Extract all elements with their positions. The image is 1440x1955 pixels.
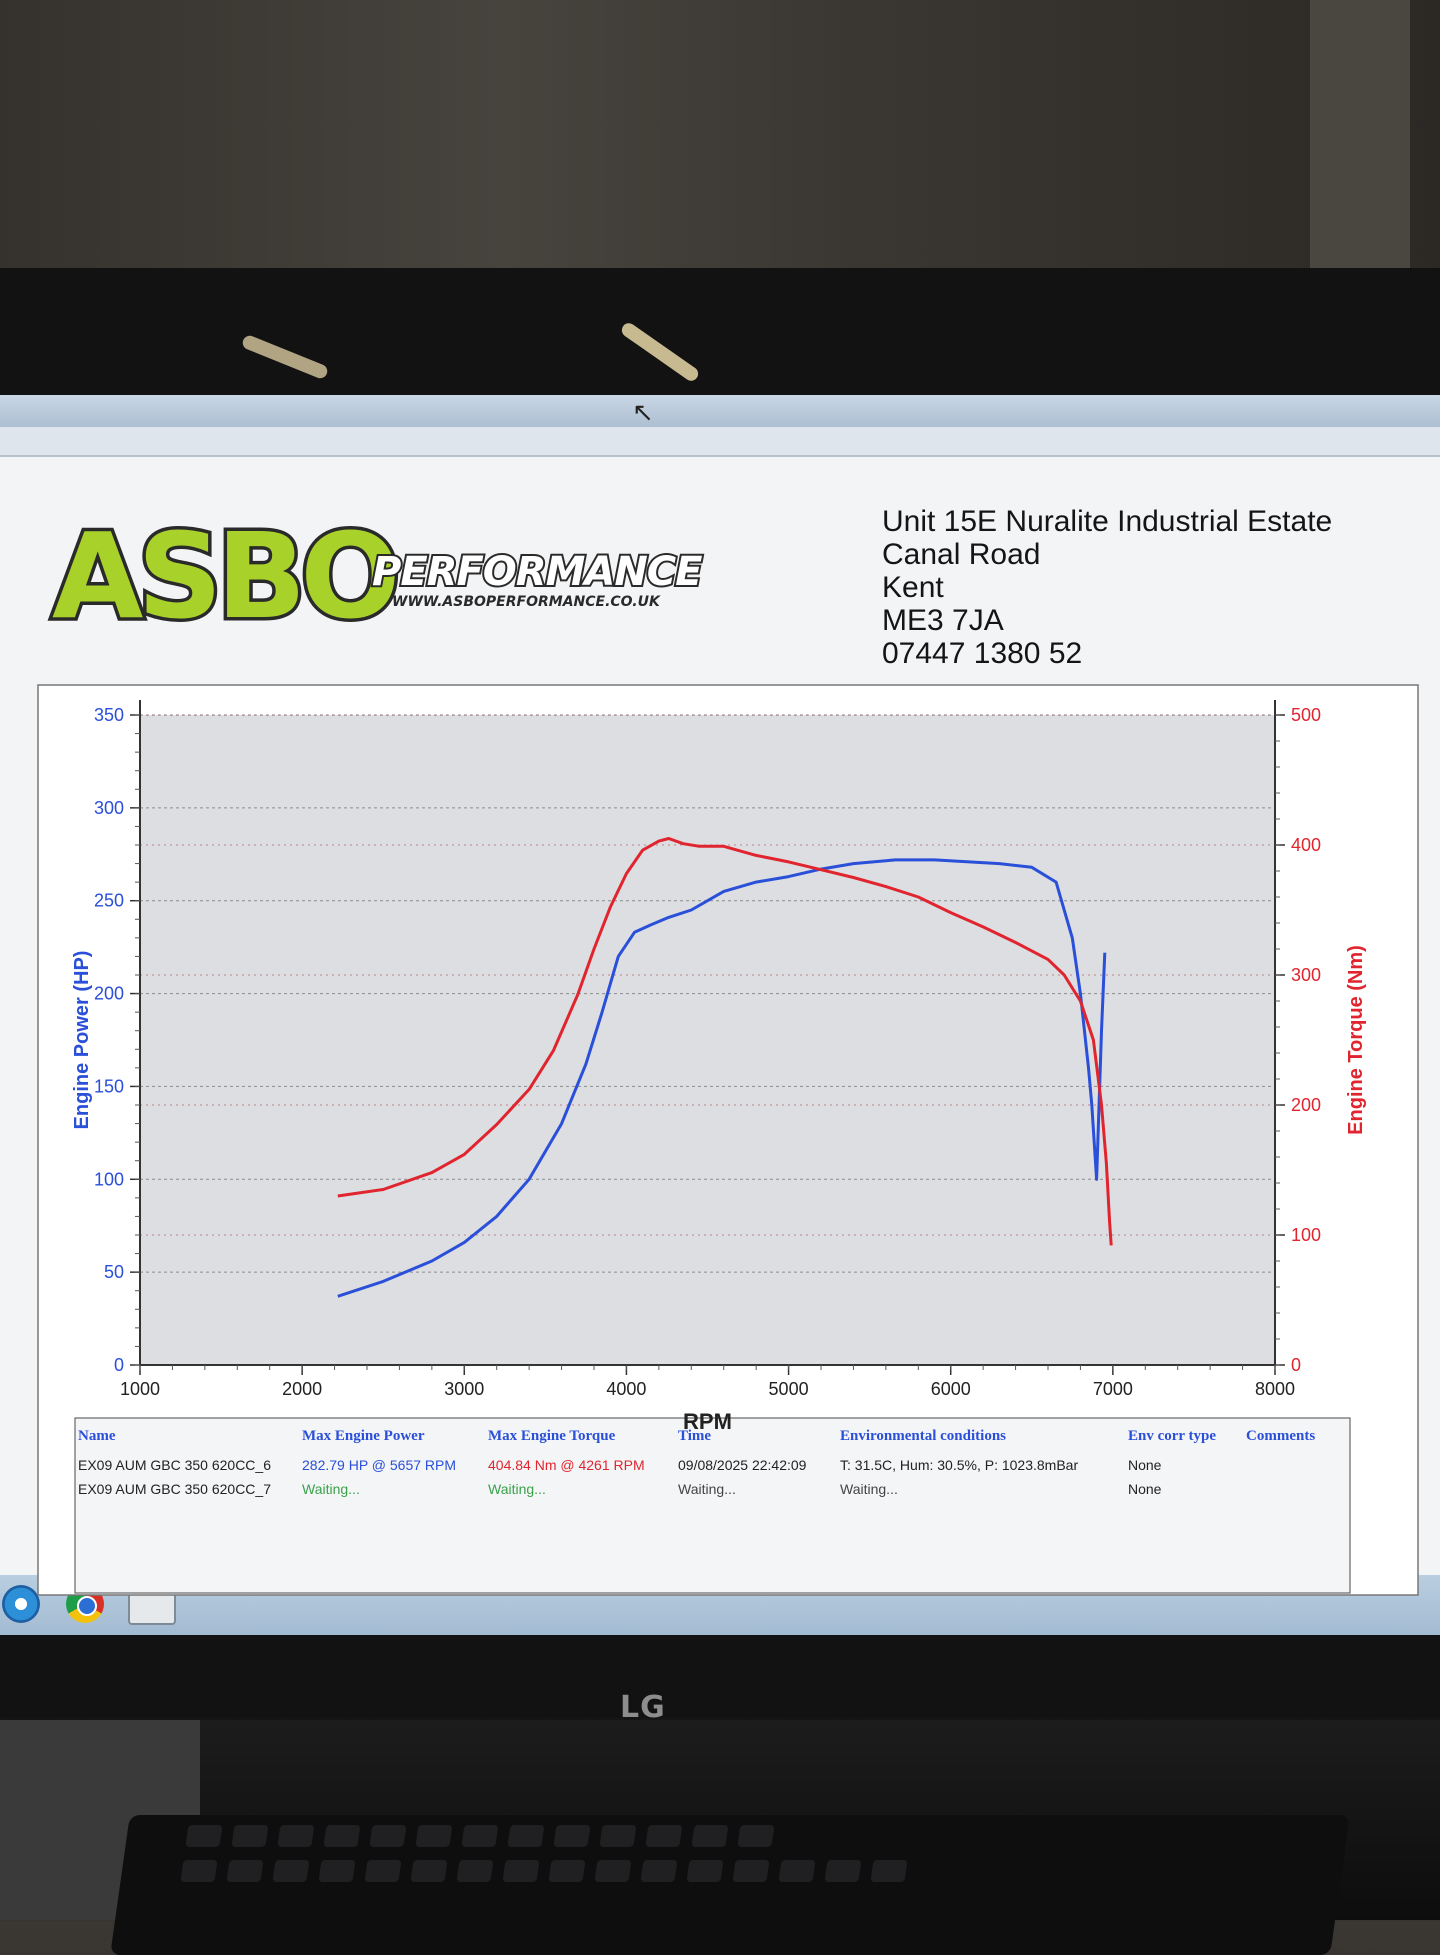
dyno-report: ASBO PERFORMANCE WWW.ASBOPERFORMANCE.CO.… (0, 457, 1440, 1575)
keyboard-key (553, 1825, 590, 1847)
keyboard-key (226, 1860, 263, 1882)
keyboard-key (318, 1860, 355, 1882)
keyboard-key (502, 1860, 539, 1882)
keyboard-key (185, 1825, 222, 1847)
chrome-icon[interactable] (66, 1585, 104, 1623)
window-title-bar[interactable] (0, 395, 1440, 427)
keyboard-key (456, 1860, 493, 1882)
address-line: Canal Road (882, 538, 1332, 571)
keyboard-key (778, 1860, 815, 1882)
keyboard-key (369, 1825, 406, 1847)
internet-explorer-icon[interactable] (2, 1585, 40, 1623)
keyboard-key (410, 1860, 447, 1882)
address-line: Kent (882, 571, 1332, 604)
keyboard-key (415, 1825, 452, 1847)
background-wall (0, 0, 1440, 270)
keyboard-key (180, 1860, 217, 1882)
keyboard-key (461, 1825, 498, 1847)
dyno-app-icon[interactable] (128, 1587, 176, 1625)
keyboard-key (599, 1825, 636, 1847)
keyboard-key (691, 1825, 728, 1847)
keyboard-key (507, 1825, 544, 1847)
mouse-cursor-icon: ↖ (632, 397, 654, 428)
address-line: ME3 7JA (882, 604, 1332, 637)
keyboard-key (323, 1825, 360, 1847)
keyboard-key (686, 1860, 723, 1882)
keyboard-key (645, 1825, 682, 1847)
keyboard-key (640, 1860, 677, 1882)
window-toolbar (0, 427, 1440, 457)
keyboard-key (594, 1860, 631, 1882)
keyboard (110, 1815, 1350, 1955)
keyboard-key (870, 1860, 907, 1882)
company-logo: ASBO (52, 517, 395, 635)
keyboard-key (548, 1860, 585, 1882)
keyboard-key (737, 1825, 774, 1847)
monitor-screen: ↖ ASBO PERFORMANCE WWW.ASBOPERFORMANCE.C… (0, 395, 1440, 1635)
company-address: Unit 15E Nuralite Industrial Estate Cana… (882, 505, 1332, 670)
keyboard-key (272, 1860, 309, 1882)
keyboard-key (277, 1825, 314, 1847)
monitor-brand-logo: LG (620, 1690, 666, 1725)
keyboard-key (732, 1860, 769, 1882)
background-column (1310, 0, 1410, 275)
keyboard-key (824, 1860, 861, 1882)
keyboard-key (364, 1860, 401, 1882)
address-phone: 07447 1380 52 (882, 637, 1332, 670)
address-line: Unit 15E Nuralite Industrial Estate (882, 505, 1332, 538)
keyboard-key (231, 1825, 268, 1847)
taskbar (0, 1575, 1440, 1635)
company-website: WWW.ASBOPERFORMANCE.CO.UK (392, 594, 660, 610)
company-logo-subtitle: PERFORMANCE (372, 549, 702, 595)
